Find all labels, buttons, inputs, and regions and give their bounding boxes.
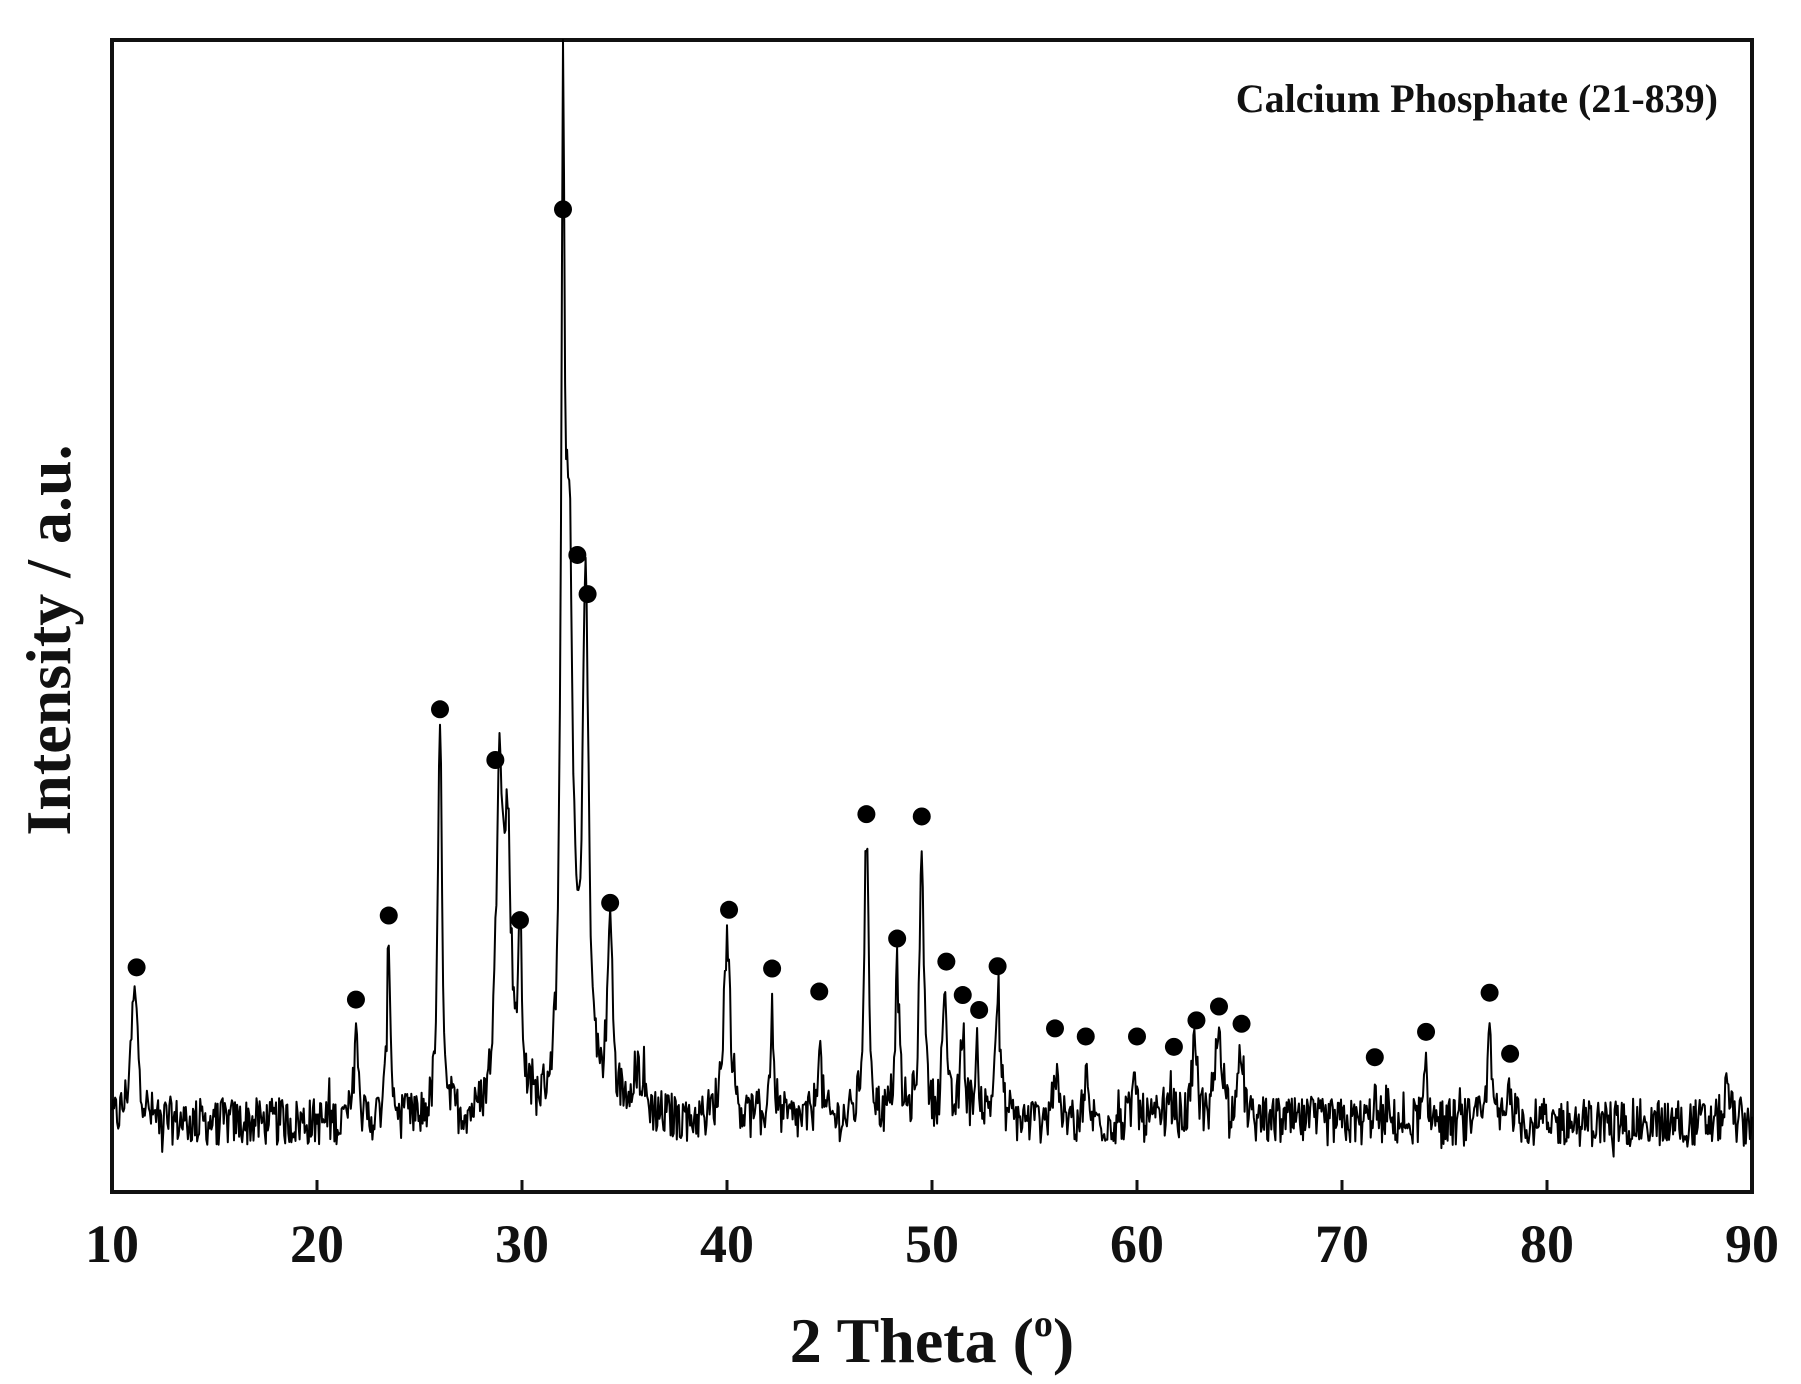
y-axis-title: Intensity / a.u. [13, 444, 84, 835]
peak-marker [486, 751, 505, 769]
x-tick-label: 50 [905, 1214, 959, 1274]
peak-marker [1365, 1048, 1384, 1067]
peak-marker [1128, 1027, 1146, 1046]
peak-marker [431, 700, 449, 719]
x-axis-title: 2 Theta (o) [790, 1303, 1074, 1376]
peak-marker [510, 911, 529, 930]
peak-marker [1164, 1037, 1183, 1056]
x-tick-label: 10 [85, 1214, 139, 1274]
peak-marker [568, 545, 587, 564]
xrd-pattern-line [111, 39, 1753, 1158]
x-axis-ticks: 10 20 30 40 50 60 70 80 90 [85, 1180, 1779, 1274]
x-tick-label: 60 [1110, 1214, 1164, 1274]
peak-marker [912, 807, 931, 826]
peak-marker [379, 906, 398, 925]
peak-marker [720, 900, 739, 919]
x-axis-title-close: ) [1053, 1305, 1074, 1376]
peak-marker [1501, 1044, 1520, 1063]
peak-marker [578, 585, 597, 604]
x-axis-title-main: 2 Theta ( [790, 1305, 1034, 1376]
x-axis-title-degree: o [1034, 1303, 1053, 1345]
x-tick-label: 20 [290, 1214, 344, 1274]
peak-marker [1076, 1027, 1095, 1046]
x-tick-label: 80 [1520, 1214, 1574, 1274]
peak-marker [1232, 1014, 1251, 1033]
peak-marker [127, 958, 146, 977]
peak-marker [953, 986, 972, 1005]
plot-frame [110, 38, 1754, 1194]
peak-marker [554, 200, 572, 219]
x-tick-label: 70 [1315, 1214, 1369, 1274]
peak-marker [1187, 1011, 1206, 1030]
peak-marker [888, 929, 907, 948]
peak-marker [810, 982, 829, 1001]
peak-marker [937, 952, 956, 971]
peak-marker [1480, 983, 1499, 1002]
peak-marker [601, 893, 620, 912]
peak-marker [1210, 997, 1228, 1016]
x-tick-label: 30 [495, 1214, 549, 1274]
x-tick-label: 40 [700, 1214, 754, 1274]
peak-marker [346, 990, 365, 1009]
peak-marker [988, 957, 1007, 976]
peak-marker [763, 959, 782, 978]
phase-annotation: Calcium Phosphate (21-839) [1236, 76, 1718, 121]
peak-marker [1046, 1019, 1064, 1038]
peak-marker [1417, 1022, 1436, 1041]
peak-marker [970, 1000, 989, 1019]
x-tick-label: 90 [1725, 1214, 1779, 1274]
peak-marker [857, 805, 876, 824]
peak-markers [127, 200, 1520, 1067]
